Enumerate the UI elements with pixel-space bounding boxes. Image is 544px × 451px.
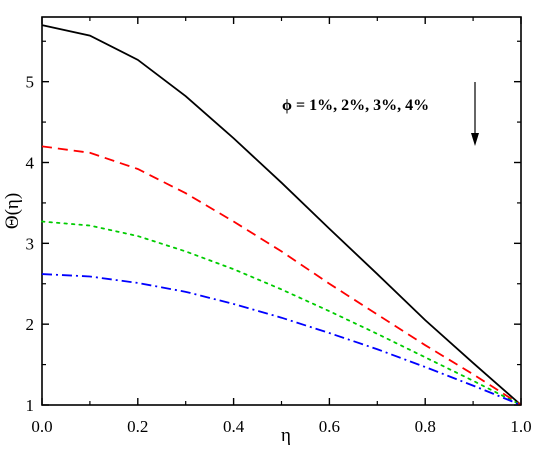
x-tick-label: 1.0 (510, 417, 531, 436)
y-tick-label: 2 (26, 315, 35, 334)
down-arrow-icon (471, 82, 479, 146)
x-axis-title: η (281, 425, 291, 446)
y-tick-label: 3 (26, 234, 35, 253)
series-layer (41, 24, 522, 406)
y-tick-label: 4 (26, 154, 35, 173)
arrow-head (471, 133, 479, 146)
x-tick-label: 0.4 (223, 417, 245, 436)
phi-annotation: ϕ = 1%, 2%, 3%, 4% (282, 97, 429, 114)
y-tick-label: 1 (26, 396, 35, 415)
labels-layer: 0.0 0.2 0.4 0.6 0.8 1.0 1 2 3 4 5 (26, 73, 532, 436)
x-tick-label: 0.6 (319, 417, 340, 436)
ticks-layer (41, 17, 522, 406)
plot-border (41, 16, 522, 406)
series-line-2 (41, 145, 522, 406)
series-line-3 (41, 220, 522, 406)
y-tick-label: 5 (26, 73, 35, 92)
series-line-1 (41, 24, 522, 406)
y-axis-title: Θ(η) (2, 193, 23, 229)
plot-frame (41, 16, 522, 406)
series-line-4 (41, 273, 522, 406)
x-tick-label: 0.0 (31, 417, 52, 436)
x-tick-label: 0.8 (415, 417, 436, 436)
x-tick-label: 0.2 (127, 417, 148, 436)
